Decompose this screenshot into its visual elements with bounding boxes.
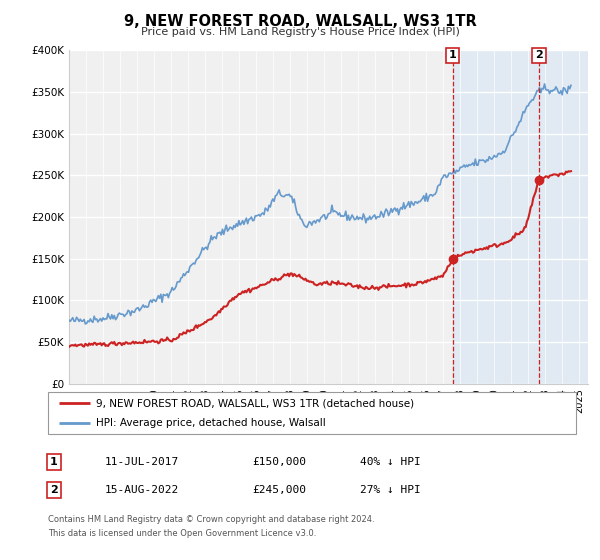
Text: £150,000: £150,000 xyxy=(252,457,306,467)
Text: £245,000: £245,000 xyxy=(252,485,306,495)
Text: 40% ↓ HPI: 40% ↓ HPI xyxy=(360,457,421,467)
Text: 9, NEW FOREST ROAD, WALSALL, WS3 1TR: 9, NEW FOREST ROAD, WALSALL, WS3 1TR xyxy=(124,14,476,29)
Text: Price paid vs. HM Land Registry's House Price Index (HPI): Price paid vs. HM Land Registry's House … xyxy=(140,27,460,37)
Text: 2: 2 xyxy=(50,485,58,495)
Text: 9, NEW FOREST ROAD, WALSALL, WS3 1TR (detached house): 9, NEW FOREST ROAD, WALSALL, WS3 1TR (de… xyxy=(95,398,413,408)
Text: 15-AUG-2022: 15-AUG-2022 xyxy=(105,485,179,495)
Text: 27% ↓ HPI: 27% ↓ HPI xyxy=(360,485,421,495)
Text: 2: 2 xyxy=(535,50,543,60)
Text: HPI: Average price, detached house, Walsall: HPI: Average price, detached house, Wals… xyxy=(95,418,325,428)
Text: 1: 1 xyxy=(449,50,457,60)
Text: Contains HM Land Registry data © Crown copyright and database right 2024.: Contains HM Land Registry data © Crown c… xyxy=(48,515,374,524)
Text: This data is licensed under the Open Government Licence v3.0.: This data is licensed under the Open Gov… xyxy=(48,529,316,538)
FancyBboxPatch shape xyxy=(48,392,576,434)
Bar xyxy=(452,50,588,384)
Text: 1: 1 xyxy=(50,457,58,467)
Text: 11-JUL-2017: 11-JUL-2017 xyxy=(105,457,179,467)
